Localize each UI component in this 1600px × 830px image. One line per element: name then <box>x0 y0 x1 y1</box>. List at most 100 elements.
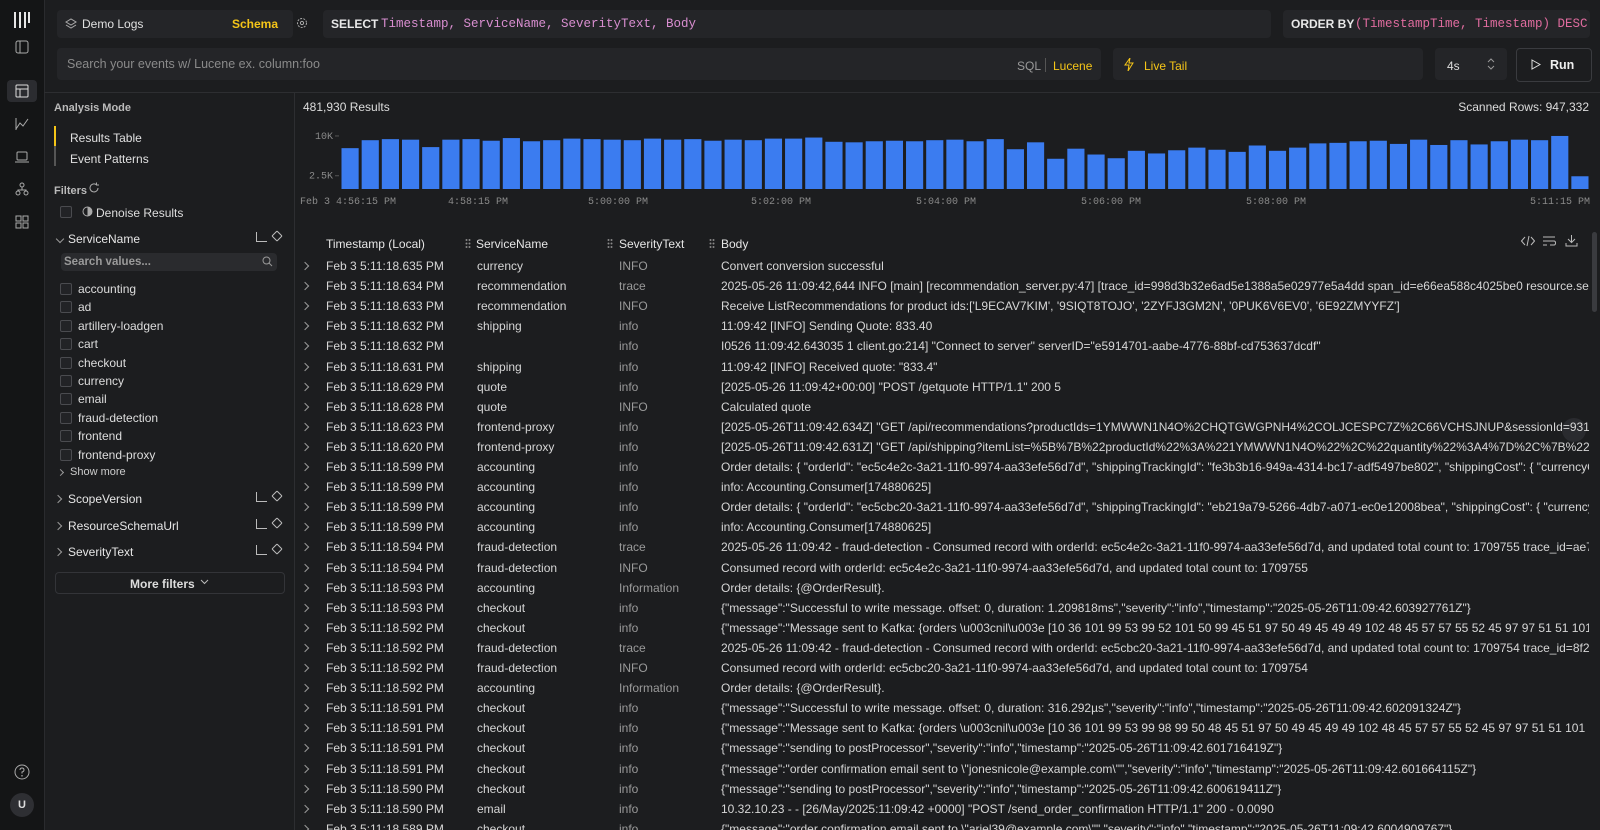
table-cell[interactable]: accounting <box>477 580 536 595</box>
table-cell[interactable]: {"message":"Successful to write message.… <box>721 600 1471 615</box>
facet-search[interactable] <box>61 253 277 271</box>
table-cell[interactable]: Feb 3 5:11:18.592 PM <box>326 661 444 675</box>
facet-chevron[interactable] <box>53 494 63 504</box>
facet-title[interactable]: ServiceName <box>68 232 141 246</box>
table-cell[interactable]: Feb 3 5:11:18.591 PM <box>326 721 444 736</box>
facet-value[interactable]: checkout <box>78 355 127 370</box>
row-expand[interactable] <box>300 784 310 793</box>
table-cell[interactable]: Feb 3 5:11:18.634 PM <box>326 279 444 294</box>
facet-value[interactable]: frontend <box>78 429 123 444</box>
lucene-toggle[interactable]: Lucene <box>1053 59 1093 73</box>
table-cell[interactable]: Feb 3 5:11:18.632 PM <box>326 319 444 334</box>
table-cell[interactable]: info <box>619 620 639 635</box>
table-cell[interactable]: Feb 3 5:11:18.590 PM <box>326 781 444 796</box>
row-expand[interactable] <box>300 623 310 633</box>
table-cell[interactable]: {"message":"order confirmation email sen… <box>721 761 1477 776</box>
wrap-icon[interactable] <box>1543 235 1556 247</box>
table-cell[interactable]: Order details: {@OrderResult}. <box>721 580 885 595</box>
row-expand[interactable] <box>300 261 310 271</box>
search-input[interactable] <box>57 48 1101 80</box>
facet-value-checkbox[interactable] <box>60 375 72 387</box>
facet-chevron[interactable] <box>53 521 63 530</box>
table-cell[interactable]: currency <box>477 259 524 273</box>
drag-handle[interactable] <box>709 238 715 249</box>
row-expand[interactable] <box>300 764 310 773</box>
select-input[interactable] <box>323 10 1271 38</box>
table-cell[interactable]: info: Accounting.Consumer[174880625] <box>721 480 932 495</box>
table-cell[interactable]: INFO <box>619 661 648 675</box>
table-cell[interactable]: Feb 3 5:11:18.590 PM <box>326 801 444 816</box>
facet-value[interactable]: accounting <box>78 282 137 296</box>
scrollbar[interactable] <box>1592 232 1597 312</box>
facet-value-checkbox[interactable] <box>60 319 72 332</box>
table-cell[interactable]: Consumed record with orderId: ec5c4e2c-3… <box>721 560 1308 575</box>
row-expand[interactable] <box>300 482 310 492</box>
facet-value[interactable]: email <box>78 392 107 407</box>
table-cell[interactable]: Feb 3 5:11:18.592 PM <box>326 640 444 655</box>
row-expand[interactable] <box>300 804 310 813</box>
row-expand[interactable] <box>300 543 310 552</box>
table-cell[interactable]: Receive ListRecommendations for product … <box>721 299 1400 314</box>
table-cell[interactable]: info <box>619 480 639 495</box>
table-cell[interactable]: Feb 3 5:11:18.592 PM <box>326 620 444 635</box>
table-cell[interactable]: INFO <box>619 259 648 273</box>
table-cell[interactable]: [2025-05-26T11:09:42.634Z] "GET /api/rec… <box>721 419 1589 434</box>
table-cell[interactable]: info <box>619 319 639 334</box>
drag-handle[interactable] <box>465 238 471 249</box>
table-cell[interactable]: INFO <box>619 299 648 314</box>
table-cell[interactable]: info: Accounting.Consumer[174880625] <box>721 520 932 535</box>
table-cell[interactable]: Feb 3 5:11:18.620 PM <box>326 439 444 454</box>
table-cell[interactable]: info <box>619 359 639 374</box>
table-cell[interactable]: accounting <box>477 500 536 515</box>
table-cell[interactable]: info <box>619 419 639 434</box>
row-expand[interactable] <box>300 342 310 351</box>
facet-value-checkbox[interactable] <box>60 356 72 369</box>
table-cell[interactable]: Feb 3 5:11:18.591 PM <box>326 761 444 776</box>
facet-chart-icon[interactable] <box>256 518 267 529</box>
table-cell[interactable]: [2025-05-26 11:09:42+00:00] "POST /getqu… <box>721 379 1061 394</box>
table-cell[interactable]: Feb 3 5:11:18.594 PM <box>326 560 444 575</box>
show-more[interactable]: Show more <box>70 466 126 478</box>
nav-sessions-icon[interactable] <box>15 150 29 164</box>
table-cell[interactable]: Feb 3 5:11:18.599 PM <box>326 520 444 535</box>
column-header[interactable]: Body <box>721 237 749 251</box>
table-cell[interactable]: 2025-05-26 11:09:42,644 INFO [main] [rec… <box>721 279 1589 294</box>
facet-value-checkbox[interactable] <box>60 301 72 314</box>
schema-button[interactable]: Schema <box>232 17 279 31</box>
facet-value[interactable]: currency <box>78 374 125 388</box>
table-cell[interactable]: info <box>619 600 639 615</box>
table-cell[interactable]: quote <box>477 379 508 394</box>
table-cell[interactable]: shipping <box>477 319 522 334</box>
table-cell[interactable]: Feb 3 5:11:18.629 PM <box>326 379 444 394</box>
table-cell[interactable]: Feb 3 5:11:18.632 PM <box>326 339 444 354</box>
column-header[interactable]: SeverityText <box>619 237 685 251</box>
table-cell[interactable]: Feb 3 5:11:18.599 PM <box>326 480 444 495</box>
facet-title[interactable]: ScopeVersion <box>68 492 143 506</box>
table-cell[interactable]: accounting <box>477 460 536 474</box>
table-cell[interactable]: I0526 11:09:42.643035 1 client.go:214] "… <box>721 339 1321 354</box>
row-expand[interactable] <box>300 683 310 693</box>
table-cell[interactable]: checkout <box>477 701 526 716</box>
show-more-chevron[interactable] <box>56 468 65 477</box>
table-cell[interactable]: checkout <box>477 600 526 615</box>
facet-value[interactable]: fraud-detection <box>78 410 159 425</box>
table-cell[interactable]: info <box>619 379 639 394</box>
user-avatar[interactable]: U <box>10 793 34 817</box>
help-icon[interactable] <box>14 764 30 780</box>
table-cell[interactable]: fraud-detection <box>477 540 558 555</box>
table-cell[interactable]: {"message":"order confirmation email sen… <box>721 821 1453 830</box>
table-cell[interactable]: quote <box>477 399 508 414</box>
table-cell[interactable]: info <box>619 500 639 515</box>
row-expand[interactable] <box>300 402 310 411</box>
table-cell[interactable]: info <box>619 439 639 454</box>
order-by-input[interactable] <box>1283 10 1590 38</box>
table-cell[interactable]: info <box>619 339 639 354</box>
row-expand[interactable] <box>300 502 310 512</box>
row-expand[interactable] <box>300 422 310 432</box>
table-cell[interactable]: info <box>619 821 639 830</box>
table-cell[interactable]: info <box>619 721 639 736</box>
row-expand[interactable] <box>300 744 310 753</box>
facet-chevron[interactable] <box>55 234 65 244</box>
facet-value-checkbox[interactable] <box>60 283 72 295</box>
table-cell[interactable]: Order details: {@OrderResult}. <box>721 681 885 696</box>
